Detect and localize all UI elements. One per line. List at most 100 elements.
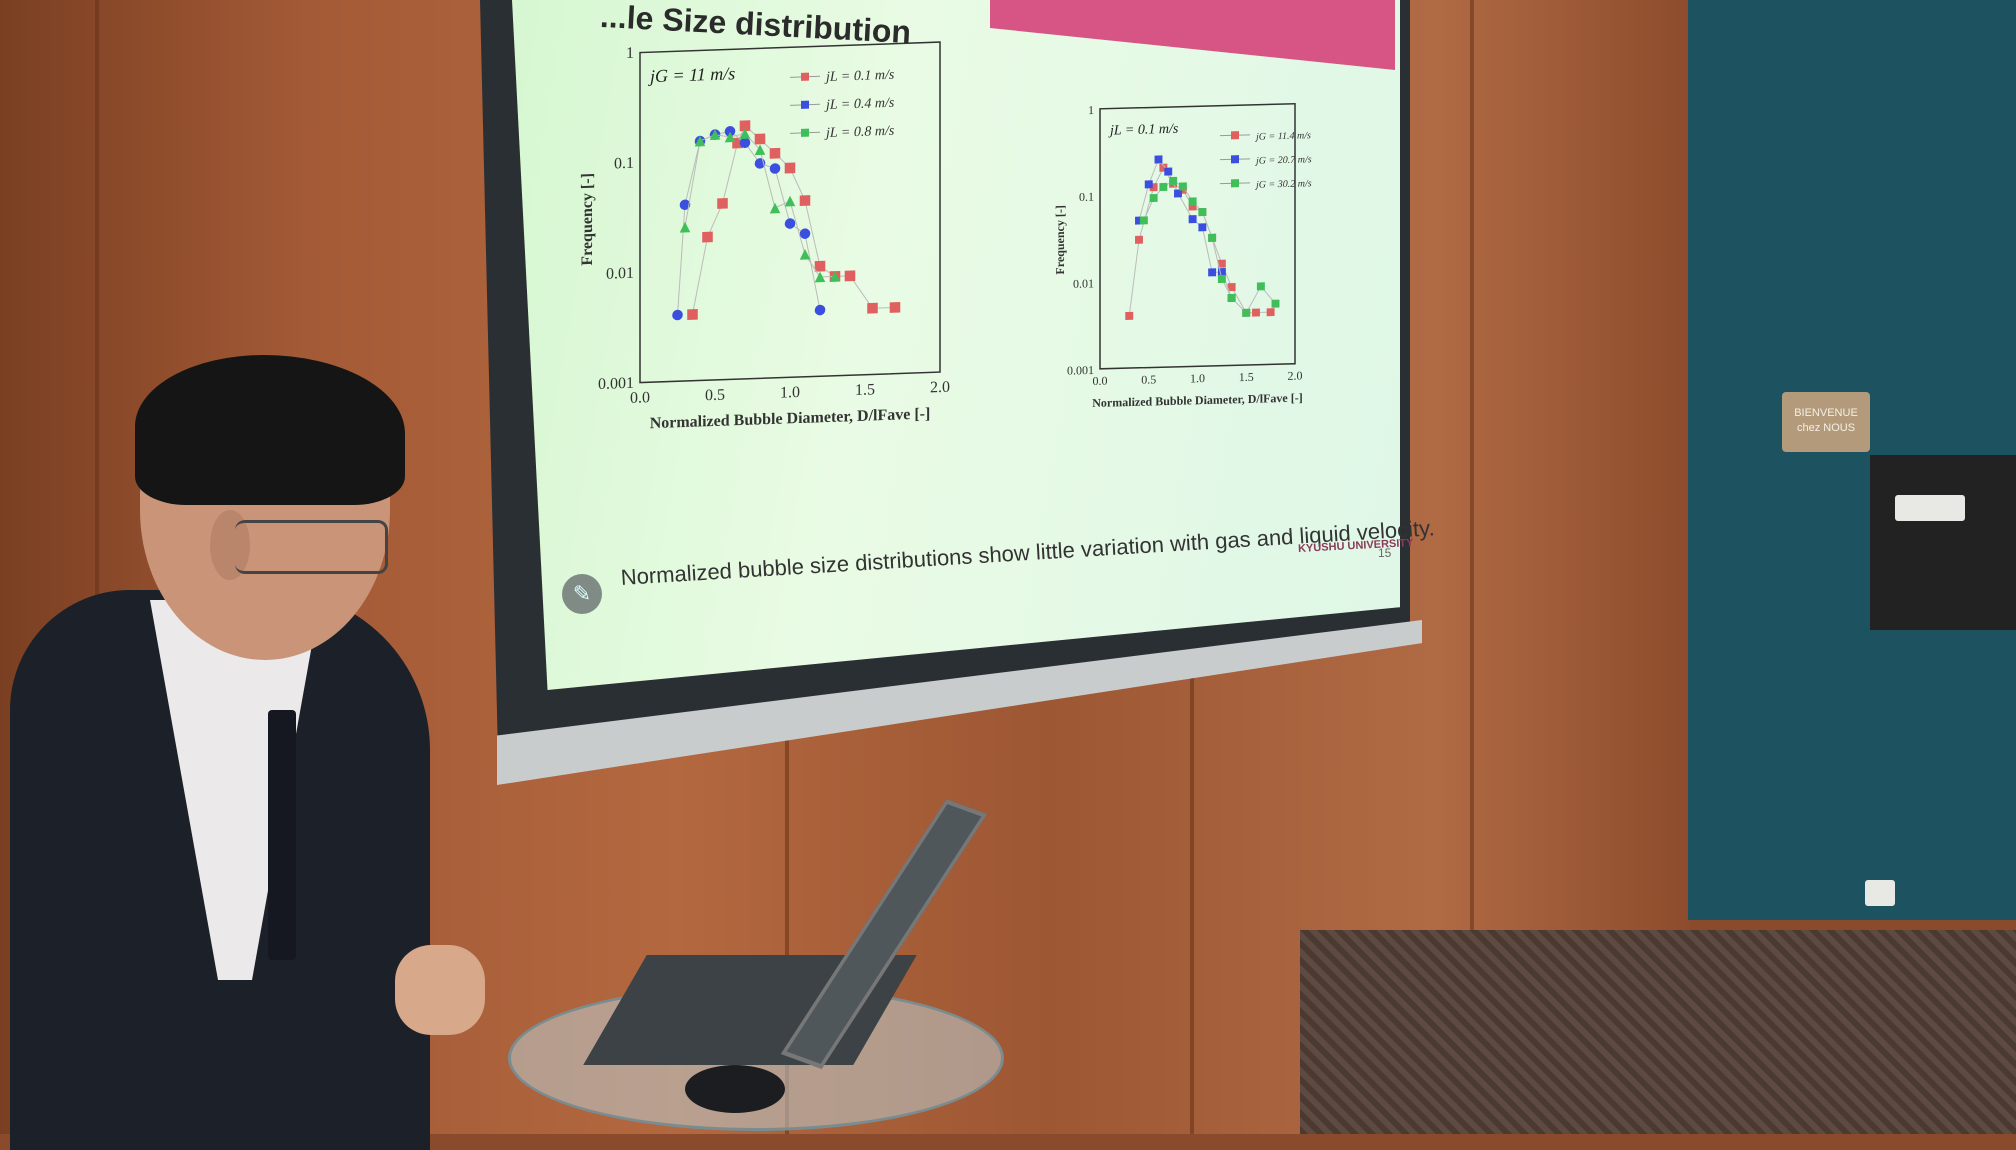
data-point <box>1188 215 1197 224</box>
data-point <box>1217 274 1226 284</box>
data-point <box>732 137 743 149</box>
data-point <box>1242 308 1251 317</box>
data-point <box>1217 259 1226 268</box>
data-point <box>709 129 721 141</box>
series-line <box>1143 180 1276 314</box>
data-point <box>769 163 781 174</box>
x-tick-label: 2.0 <box>1288 369 1303 383</box>
data-point <box>754 144 766 156</box>
data-point <box>1154 155 1163 164</box>
data-point <box>1271 299 1280 308</box>
data-point <box>694 135 706 147</box>
data-point <box>672 309 683 321</box>
welcome-sign: BIENVENUE chez NOUS <box>1782 392 1870 452</box>
legend-marker <box>801 100 809 109</box>
data-point <box>867 302 878 314</box>
data-point <box>829 271 841 282</box>
x-axis-label: Normalized Bubble Diameter, D/lFave [-] <box>650 405 931 432</box>
data-point <box>1252 308 1260 317</box>
data-point <box>769 147 781 159</box>
data-point <box>679 199 691 211</box>
data-point <box>1208 268 1217 277</box>
carpet <box>1300 930 2016 1134</box>
data-point <box>1125 311 1134 320</box>
x-tick-label: 0.0 <box>1093 374 1108 388</box>
data-point <box>769 202 781 214</box>
series-line <box>677 130 821 316</box>
data-point <box>814 260 826 272</box>
plot-area <box>639 41 941 384</box>
x-tick-label: 0.0 <box>630 389 650 407</box>
data-point <box>724 126 736 137</box>
legend-label: jL = 0.1 m/s <box>824 68 895 85</box>
x-tick-label: 0.5 <box>705 387 725 405</box>
y-tick-label: 0.01 <box>1073 276 1094 291</box>
x-tick-label: 1.5 <box>855 381 875 399</box>
x-tick-label: 1.0 <box>1190 371 1205 385</box>
y-tick-label: 1 <box>626 45 634 62</box>
data-point <box>1169 176 1178 185</box>
data-point <box>814 304 826 316</box>
data-point <box>679 221 691 233</box>
data-point <box>1159 182 1168 192</box>
y-tick-label: 1 <box>1088 103 1094 117</box>
legend-label: jG = 30.2 m/s <box>1254 178 1312 191</box>
data-point <box>814 271 826 283</box>
data-point <box>754 133 766 145</box>
y-tick-label: 0.001 <box>1067 363 1094 378</box>
presenter-tie <box>268 710 296 960</box>
chart-annotation: jL = 0.1 m/s <box>1108 122 1179 139</box>
data-point <box>889 301 901 313</box>
data-point <box>739 137 751 149</box>
data-point <box>784 195 796 207</box>
data-point <box>1174 189 1182 198</box>
legend-label: jL = 0.8 m/s <box>824 124 895 141</box>
data-point <box>1139 216 1148 225</box>
dark-panel <box>1870 455 2016 630</box>
wall-panel-seam <box>95 0 99 1134</box>
data-point <box>739 120 751 132</box>
data-point <box>702 231 713 243</box>
data-point <box>799 195 811 207</box>
chart-group: 0.0 0.5 1.0 1.5 2.0 0.001 0.01 0.1 1 Normalized B… <box>1055 102 1312 411</box>
data-point <box>687 309 698 320</box>
presenter-glasses <box>235 520 388 574</box>
data-point <box>1144 180 1153 189</box>
data-point <box>784 218 796 229</box>
x-tick-label: 2.0 <box>930 379 950 397</box>
pencil-icon[interactable]: ✎ <box>562 574 602 614</box>
x-tick-label: 1.0 <box>780 384 800 402</box>
y-axis-label: Frequency [-] <box>579 173 596 266</box>
legend-label: jL = 0.4 m/s <box>824 96 895 113</box>
wall-panel-seam <box>1470 0 1474 1134</box>
chart-annotation: jG = 11 m/s <box>648 63 735 86</box>
data-point <box>724 131 736 143</box>
data-point <box>1227 283 1236 292</box>
legend-marker <box>1231 155 1239 164</box>
data-point <box>1188 197 1197 206</box>
chart-group: 0.0 0.5 1.0 1.5 2.0 0.001 0.01 0.1 1 Normalized B… <box>579 41 950 432</box>
series-line <box>1138 158 1233 299</box>
presenter-hair <box>135 355 405 505</box>
chart-right: 0.0 0.5 1.0 1.5 2.0 0.001 0.01 0.1 1 Normalized B… <box>1055 102 1312 411</box>
power-outlet <box>1865 880 1895 906</box>
data-point <box>739 128 751 140</box>
data-point <box>1208 233 1217 242</box>
data-point <box>1227 293 1236 302</box>
data-point <box>799 248 811 260</box>
data-point <box>1164 167 1173 176</box>
computer-mouse <box>685 1065 785 1113</box>
series-line <box>692 124 895 315</box>
legend-marker <box>1231 131 1239 140</box>
data-point <box>1198 207 1207 217</box>
legend-marker <box>1231 179 1239 188</box>
slide-page-number: 15 <box>1378 546 1392 560</box>
data-point <box>1178 182 1187 191</box>
data-point <box>1266 308 1275 317</box>
x-axis-label: Normalized Bubble Diameter, D/lFave [-] <box>1092 391 1302 411</box>
y-tick-label: 0.1 <box>1079 190 1094 204</box>
legend-label: jG = 11.4 m/s <box>1254 130 1311 142</box>
y-tick-label: 0.001 <box>598 375 634 393</box>
legend-label: jG = 20.7 m/s <box>1254 154 1312 167</box>
chart-left: 0.0 0.5 1.0 1.5 2.0 0.001 0.01 0.1 1 Normalized B… <box>579 41 950 432</box>
